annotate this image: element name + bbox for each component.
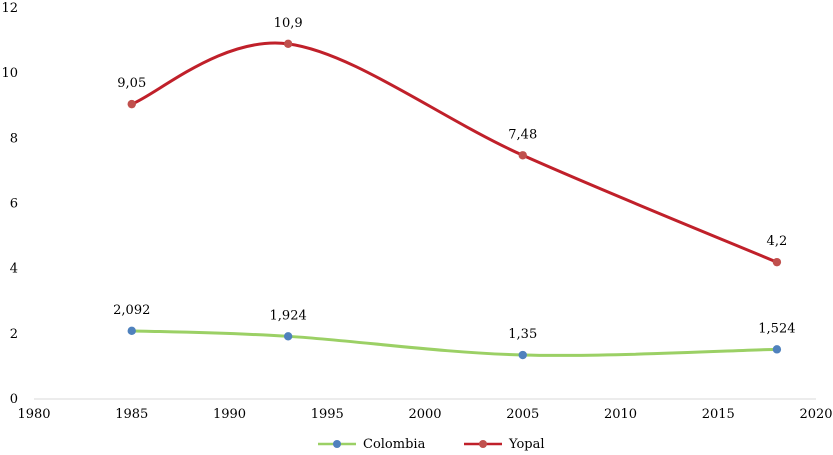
x-tick-label: 2020 [799, 407, 832, 422]
legend-label-yopal: Yopal [508, 437, 545, 452]
data-point-colombia [283, 332, 293, 341]
data-label-colombia: 1,35 [508, 327, 537, 342]
data-point-yopal [127, 99, 136, 109]
legend-marker-colombia [333, 440, 341, 448]
legend-marker-yopal [479, 440, 487, 448]
data-label-yopal: 10,9 [274, 16, 303, 31]
data-label-yopal: 7,48 [508, 127, 537, 142]
data-label-colombia: 2,092 [113, 303, 150, 318]
data-label-colombia: 1,924 [270, 308, 307, 323]
series-line-yopal [131, 41, 778, 264]
x-tick-label: 2010 [604, 407, 637, 422]
legend-label-colombia: Colombia [363, 437, 426, 452]
y-tick-label: 4 [10, 262, 18, 277]
data-label-yopal: 9,05 [117, 76, 146, 91]
x-tick-label: 2005 [506, 407, 539, 422]
data-point-colombia [127, 326, 136, 336]
y-tick-label: 12 [1, 1, 18, 16]
series-layer: 2,092 1,924 1,35 1,524 9,05 10,9 7,48 4,2 [113, 16, 796, 360]
data-point-yopal [772, 257, 782, 267]
data-point-colombia [518, 350, 527, 360]
data-label-yopal: 4,2 [767, 234, 788, 249]
y-tick-label: 0 [10, 392, 18, 407]
series-yopal: 9,05 10,9 7,48 4,2 [117, 16, 787, 267]
y-tick-label: 8 [10, 131, 18, 146]
y-tick-label: 2 [10, 327, 18, 342]
x-tick-label: 1985 [115, 407, 148, 422]
data-point-yopal [283, 39, 293, 49]
y-tick-label: 10 [1, 66, 18, 81]
x-tick-label: 1990 [213, 407, 246, 422]
legend: Colombia Yopal [318, 437, 545, 452]
x-tick-label: 2015 [702, 407, 735, 422]
x-tick-label: 1980 [17, 407, 50, 422]
x-tick-label: 2000 [408, 407, 441, 422]
x-tick-label: 1995 [311, 407, 344, 422]
series-line-colombia [131, 329, 777, 357]
x-axis-ticks: 1980 1985 1990 1995 2000 2005 2010 2015 2020 [17, 407, 832, 422]
legend-item-yopal: Yopal [464, 437, 545, 452]
y-axis-ticks: 0 2 4 6 8 10 12 [1, 1, 18, 407]
data-label-colombia: 1,524 [758, 321, 795, 336]
data-point-colombia [772, 345, 782, 354]
legend-item-colombia: Colombia [318, 437, 426, 452]
data-point-yopal [518, 151, 527, 160]
series-colombia: 2,092 1,924 1,35 1,524 [113, 303, 796, 360]
y-tick-label: 6 [10, 197, 18, 212]
